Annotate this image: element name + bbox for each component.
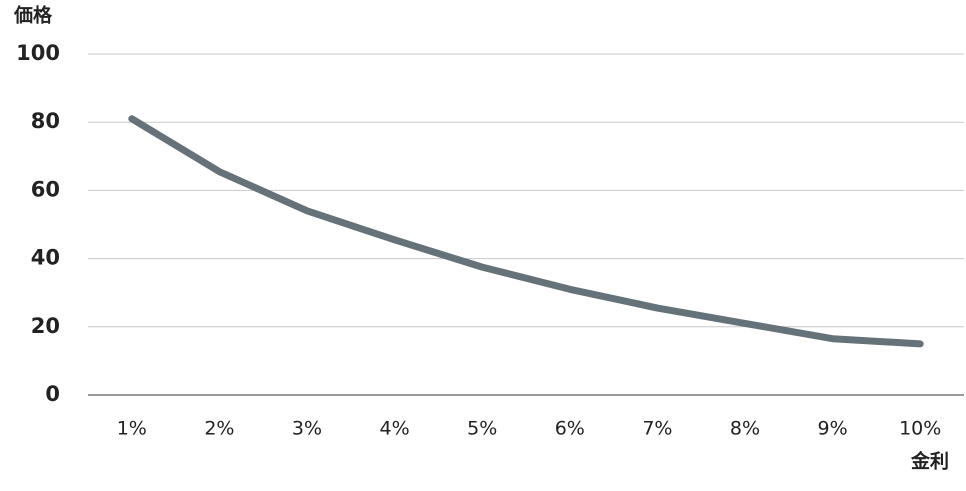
x-tick-label: 8% [730,418,760,440]
x-tick-label: 10% [899,418,941,440]
x-tick-label: 5% [467,418,497,440]
x-tick-label: 4% [380,418,410,440]
x-axis-label: 金利 [910,450,949,473]
y-tick-label: 80 [31,109,60,133]
x-tick-label: 7% [642,418,672,440]
x-tick-label: 6% [555,418,585,440]
x-tick-label: 1% [117,418,147,440]
x-tick-label: 3% [292,418,322,440]
y-tick-label: 20 [31,314,60,338]
y-tick-label: 60 [31,177,60,201]
y-tick-label: 0 [45,382,60,406]
data-line [128,115,924,348]
x-tick-label: 2% [204,418,234,440]
x-tick-label: 9% [818,418,848,440]
y-tick-label: 100 [16,41,60,65]
y-axis-label: 価格 [13,4,53,27]
y-tick-label: 40 [31,246,60,270]
